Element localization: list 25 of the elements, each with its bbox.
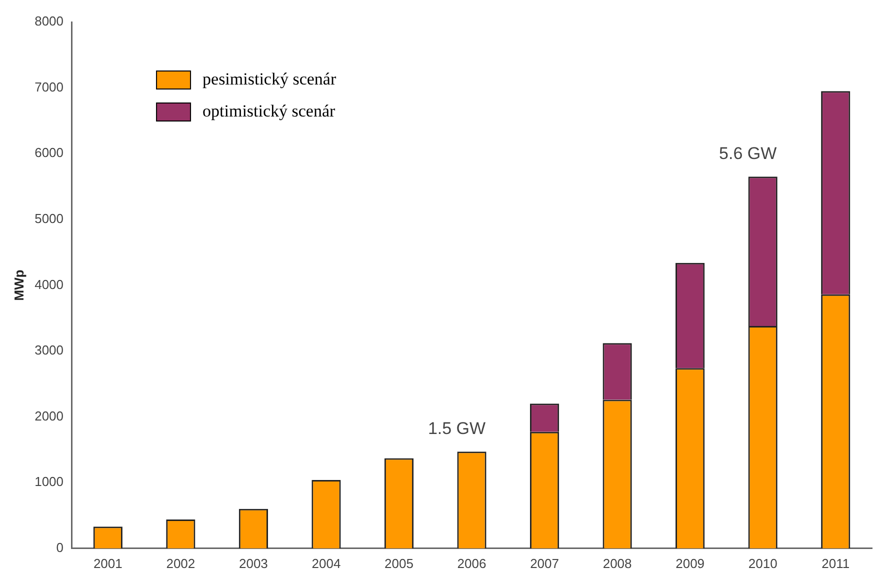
- x-tick-label: 2005: [384, 556, 414, 571]
- x-tick-label: 2010: [748, 556, 778, 571]
- annotation: 1.5 GW: [428, 418, 486, 438]
- legend-label: pesimistický scenár: [202, 69, 336, 88]
- y-tick-label: 3000: [34, 342, 64, 358]
- y-tick-label: 6000: [34, 145, 64, 160]
- y-tick-label: 5000: [34, 210, 64, 226]
- legend-label: optimistický scenár: [202, 101, 336, 120]
- annotation: 5.6 GW: [719, 144, 777, 163]
- y-axis-title: MWp: [11, 270, 26, 301]
- y-tick-label: 1000: [34, 474, 64, 490]
- y-tick-label: 4000: [34, 276, 64, 292]
- x-tick-label: 2009: [676, 556, 705, 571]
- y-tick-label: 8000: [34, 14, 64, 29]
- x-tick-label: 2008: [602, 556, 632, 571]
- x-tick-label: 2004: [312, 556, 341, 571]
- x-tick-label: 2001: [93, 556, 122, 571]
- y-tick-label: 2000: [34, 408, 64, 424]
- y-tick-label: 7000: [34, 79, 64, 94]
- x-tick-label: 2011: [822, 556, 850, 571]
- x-tick-label: 2006: [457, 556, 486, 571]
- x-tick-label: 2002: [166, 556, 196, 571]
- x-tick-label: 2003: [238, 556, 268, 571]
- x-tick-label: 2007: [530, 556, 559, 571]
- y-tick-label: 0: [56, 540, 64, 555]
